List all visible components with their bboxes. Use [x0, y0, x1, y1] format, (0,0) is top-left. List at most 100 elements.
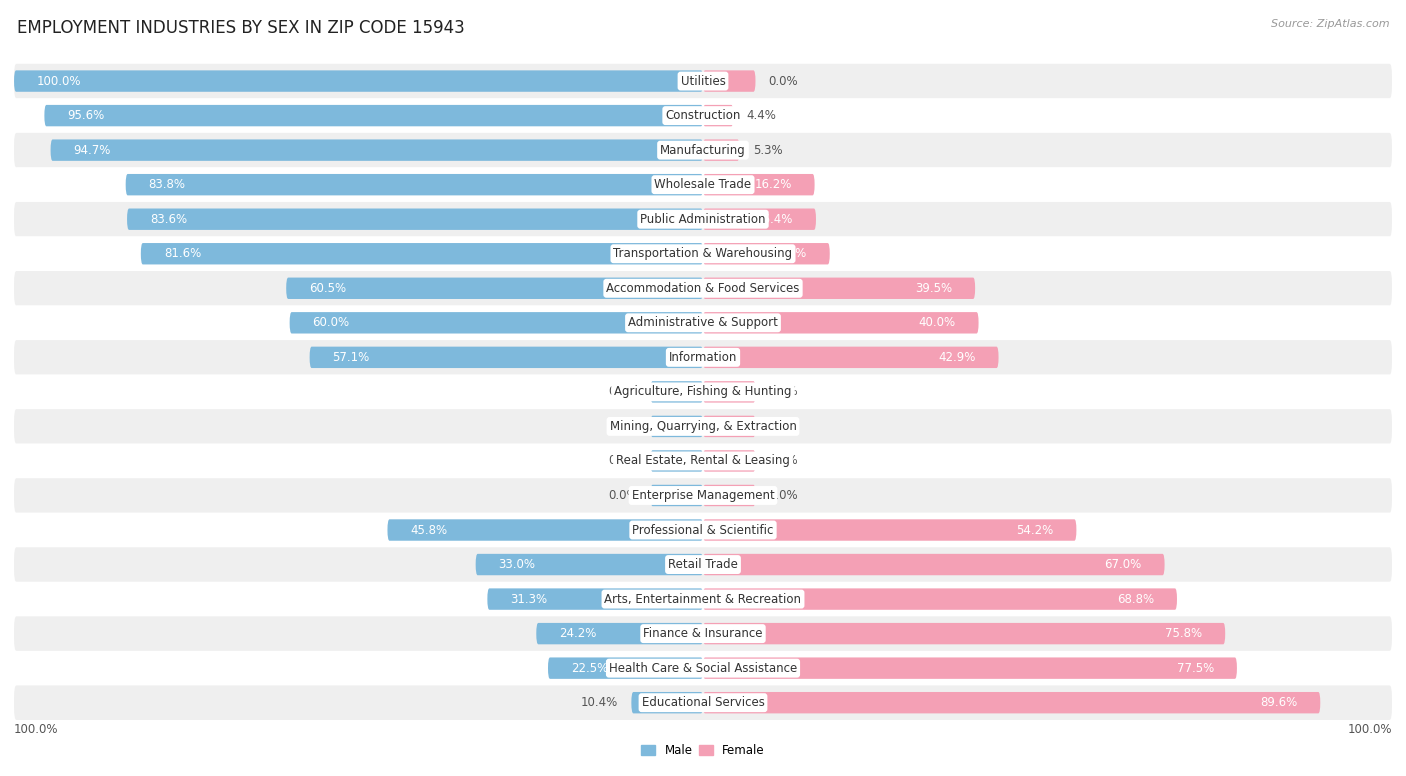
Text: 0.0%: 0.0%: [769, 74, 799, 88]
FancyBboxPatch shape: [14, 375, 1392, 409]
FancyBboxPatch shape: [14, 168, 1392, 202]
Text: 4.4%: 4.4%: [747, 109, 776, 122]
FancyBboxPatch shape: [703, 209, 815, 230]
FancyBboxPatch shape: [536, 623, 703, 644]
FancyBboxPatch shape: [127, 209, 703, 230]
FancyBboxPatch shape: [703, 657, 1237, 679]
Text: 0.0%: 0.0%: [607, 489, 637, 502]
FancyBboxPatch shape: [14, 133, 1392, 168]
Legend: Male, Female: Male, Female: [637, 740, 769, 762]
FancyBboxPatch shape: [14, 444, 1392, 478]
Text: 39.5%: 39.5%: [915, 282, 952, 295]
FancyBboxPatch shape: [475, 554, 703, 575]
Text: 0.0%: 0.0%: [607, 420, 637, 433]
FancyBboxPatch shape: [14, 237, 1392, 271]
Text: 81.6%: 81.6%: [163, 248, 201, 260]
Text: 10.4%: 10.4%: [581, 696, 619, 709]
Text: 18.4%: 18.4%: [769, 248, 807, 260]
Text: 45.8%: 45.8%: [411, 524, 447, 536]
Text: Transportation & Warehousing: Transportation & Warehousing: [613, 248, 793, 260]
Text: Accommodation & Food Services: Accommodation & Food Services: [606, 282, 800, 295]
Text: 33.0%: 33.0%: [499, 558, 536, 571]
Text: 31.3%: 31.3%: [510, 593, 547, 605]
FancyBboxPatch shape: [651, 416, 703, 437]
Text: 67.0%: 67.0%: [1104, 558, 1142, 571]
FancyBboxPatch shape: [309, 347, 703, 368]
FancyBboxPatch shape: [703, 416, 755, 437]
FancyBboxPatch shape: [290, 312, 703, 334]
FancyBboxPatch shape: [703, 71, 755, 92]
Text: Health Care & Social Assistance: Health Care & Social Assistance: [609, 662, 797, 674]
Text: 0.0%: 0.0%: [607, 386, 637, 398]
Text: 68.8%: 68.8%: [1116, 593, 1154, 605]
FancyBboxPatch shape: [703, 381, 755, 403]
Text: 16.4%: 16.4%: [755, 213, 793, 226]
FancyBboxPatch shape: [631, 692, 703, 713]
Text: 22.5%: 22.5%: [571, 662, 609, 674]
Text: Administrative & Support: Administrative & Support: [628, 317, 778, 329]
FancyBboxPatch shape: [51, 140, 703, 161]
FancyBboxPatch shape: [14, 306, 1392, 340]
FancyBboxPatch shape: [651, 381, 703, 403]
FancyBboxPatch shape: [703, 347, 998, 368]
Text: 0.0%: 0.0%: [769, 386, 799, 398]
FancyBboxPatch shape: [14, 513, 1392, 547]
FancyBboxPatch shape: [703, 105, 734, 126]
Text: 40.0%: 40.0%: [918, 317, 956, 329]
Text: 60.5%: 60.5%: [309, 282, 346, 295]
Text: Professional & Scientific: Professional & Scientific: [633, 524, 773, 536]
FancyBboxPatch shape: [703, 588, 1177, 610]
Text: Mining, Quarrying, & Extraction: Mining, Quarrying, & Extraction: [610, 420, 796, 433]
Text: Educational Services: Educational Services: [641, 696, 765, 709]
FancyBboxPatch shape: [14, 71, 703, 92]
Text: 94.7%: 94.7%: [73, 144, 111, 157]
Text: EMPLOYMENT INDUSTRIES BY SEX IN ZIP CODE 15943: EMPLOYMENT INDUSTRIES BY SEX IN ZIP CODE…: [17, 19, 464, 37]
Text: 100.0%: 100.0%: [1347, 723, 1392, 736]
FancyBboxPatch shape: [141, 243, 703, 265]
FancyBboxPatch shape: [703, 174, 814, 196]
Text: 100.0%: 100.0%: [14, 723, 59, 736]
Text: 16.2%: 16.2%: [754, 178, 792, 191]
Text: Construction: Construction: [665, 109, 741, 122]
Text: Public Administration: Public Administration: [640, 213, 766, 226]
Text: 57.1%: 57.1%: [333, 351, 370, 364]
FancyBboxPatch shape: [703, 243, 830, 265]
Text: 0.0%: 0.0%: [769, 455, 799, 467]
FancyBboxPatch shape: [703, 692, 1320, 713]
FancyBboxPatch shape: [14, 582, 1392, 616]
Text: 100.0%: 100.0%: [37, 74, 82, 88]
FancyBboxPatch shape: [703, 278, 976, 299]
FancyBboxPatch shape: [14, 202, 1392, 237]
Text: 77.5%: 77.5%: [1177, 662, 1213, 674]
FancyBboxPatch shape: [703, 312, 979, 334]
Text: 89.6%: 89.6%: [1260, 696, 1298, 709]
Text: 54.2%: 54.2%: [1017, 524, 1053, 536]
Text: 24.2%: 24.2%: [560, 627, 596, 640]
FancyBboxPatch shape: [548, 657, 703, 679]
Text: 60.0%: 60.0%: [312, 317, 350, 329]
Text: Manufacturing: Manufacturing: [661, 144, 745, 157]
FancyBboxPatch shape: [14, 409, 1392, 444]
FancyBboxPatch shape: [703, 450, 755, 472]
Text: Wholesale Trade: Wholesale Trade: [654, 178, 752, 191]
Text: Information: Information: [669, 351, 737, 364]
FancyBboxPatch shape: [703, 623, 1225, 644]
Text: Real Estate, Rental & Leasing: Real Estate, Rental & Leasing: [616, 455, 790, 467]
FancyBboxPatch shape: [388, 519, 703, 541]
FancyBboxPatch shape: [14, 99, 1392, 133]
FancyBboxPatch shape: [14, 340, 1392, 375]
FancyBboxPatch shape: [14, 547, 1392, 582]
FancyBboxPatch shape: [703, 140, 740, 161]
FancyBboxPatch shape: [703, 519, 1077, 541]
Text: 83.8%: 83.8%: [149, 178, 186, 191]
Text: Retail Trade: Retail Trade: [668, 558, 738, 571]
FancyBboxPatch shape: [14, 64, 1392, 99]
FancyBboxPatch shape: [287, 278, 703, 299]
FancyBboxPatch shape: [703, 554, 1164, 575]
Text: Agriculture, Fishing & Hunting: Agriculture, Fishing & Hunting: [614, 386, 792, 398]
FancyBboxPatch shape: [488, 588, 703, 610]
FancyBboxPatch shape: [45, 105, 703, 126]
Text: 75.8%: 75.8%: [1166, 627, 1202, 640]
Text: 0.0%: 0.0%: [769, 420, 799, 433]
FancyBboxPatch shape: [14, 616, 1392, 651]
